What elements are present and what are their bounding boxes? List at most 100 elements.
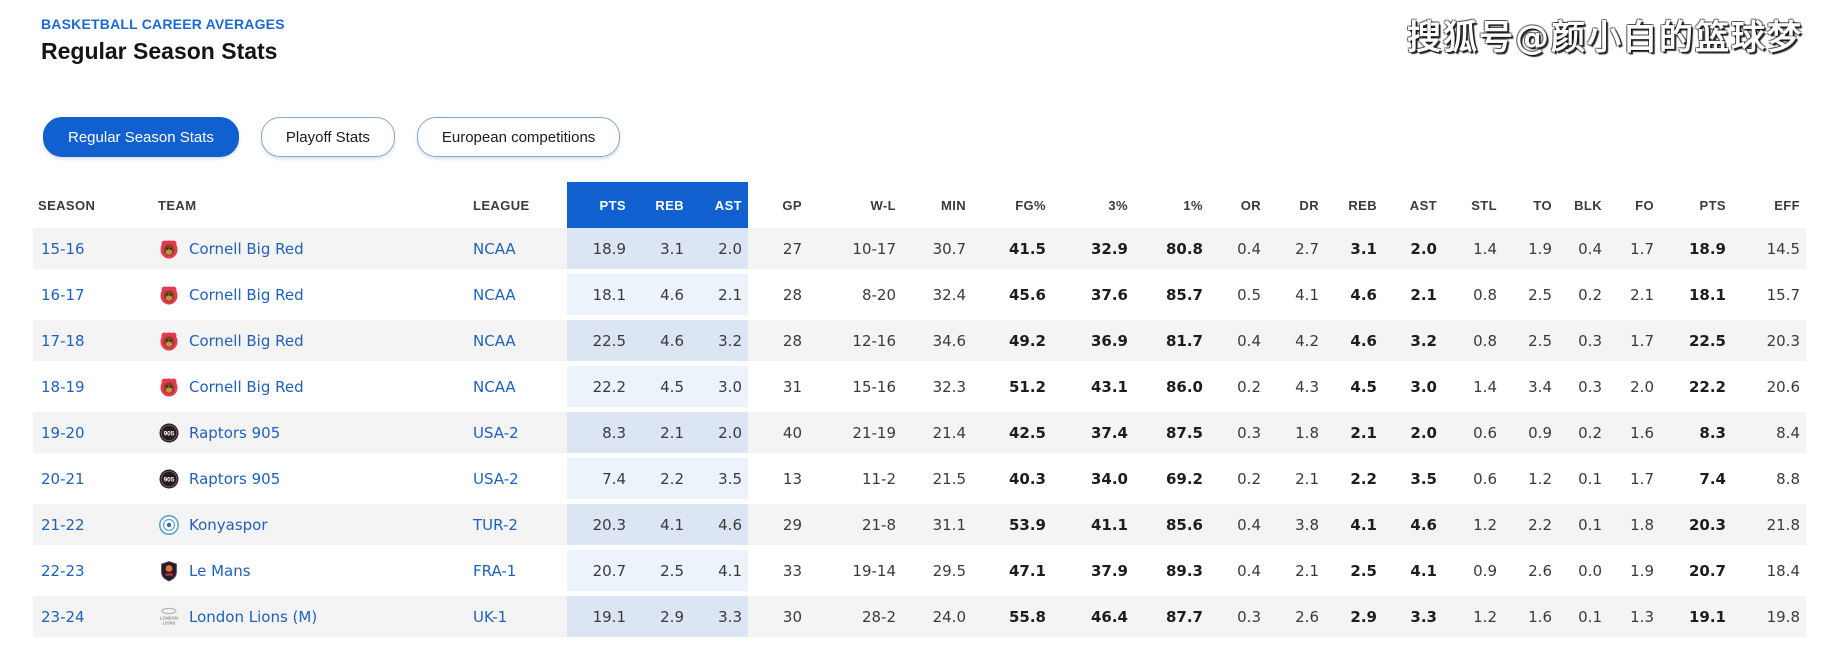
stat-eff: 15.7 [1732,274,1806,320]
stat-fo: 1.9 [1608,550,1660,596]
stat-min: 34.6 [902,320,972,366]
svg-text:905: 905 [164,430,175,437]
stat-reb: 2.5 [632,550,690,596]
league-cell: NCAA [468,366,567,412]
stat-eff: 19.8 [1732,596,1806,642]
stat-pts2: 18.1 [1660,274,1732,320]
stat-min: 32.3 [902,366,972,412]
stat-stl: 1.2 [1443,596,1503,642]
stat-wl: 11-2 [808,458,902,504]
stat-fg: 53.9 [972,504,1052,550]
league-cell: UK-1 [468,596,567,642]
season-link[interactable]: 19-20 [41,423,85,442]
league-cell: TUR-2 [468,504,567,550]
stat-fg: 49.2 [972,320,1052,366]
stat-fo: 1.6 [1608,412,1660,458]
stat-reb2: 2.5 [1325,550,1383,596]
stat-dr: 4.1 [1267,274,1325,320]
league-link[interactable]: NCAA [473,285,516,304]
season-link[interactable]: 20-21 [41,469,85,488]
tab-regular-season-stats[interactable]: Regular Season Stats [43,117,239,157]
column-header-reb[interactable]: REB [632,182,690,228]
column-header-ast[interactable]: AST [690,182,748,228]
stat-pts2: 20.7 [1660,550,1732,596]
stat-ast: 3.5 [690,458,748,504]
league-link[interactable]: USA-2 [473,469,519,488]
stat-blk: 0.4 [1558,228,1608,274]
stat-wl: 15-16 [808,366,902,412]
league-cell: NCAA [468,228,567,274]
stat-ast2: 4.6 [1383,504,1443,550]
team-link[interactable]: Cornell Big Red [189,239,304,258]
stat-pts2: 18.9 [1660,228,1732,274]
stat-ast: 4.1 [690,550,748,596]
stat-ast: 2.1 [690,274,748,320]
season-link[interactable]: 23-24 [41,607,85,626]
stat-reb: 2.9 [632,596,690,642]
stat-or: 0.2 [1209,458,1267,504]
stat-stl: 0.6 [1443,458,1503,504]
team-link[interactable]: Konyaspor [189,515,268,534]
stat-pts2: 19.1 [1660,596,1732,642]
stat-reb: 4.1 [632,504,690,550]
tab-playoff-stats[interactable]: Playoff Stats [260,117,395,157]
league-link[interactable]: TUR-2 [473,515,518,534]
stat-ast2: 2.1 [1383,274,1443,320]
column-header-team: TEAM [153,182,468,228]
season-row: 23-24 LONDON LIONS London Lions (M) UK-1 19.1… [33,596,1806,642]
league-link[interactable]: USA-2 [473,423,519,442]
season-link[interactable]: 18-19 [41,377,85,396]
konyaspor-logo [158,514,180,536]
stat-stl: 1.4 [1443,366,1503,412]
team-cell: LONDON LIONS London Lions (M) [153,596,468,642]
stat-pts: 20.7 [567,550,632,596]
stat-tp: 37.4 [1052,412,1134,458]
stat-min: 31.1 [902,504,972,550]
team-link[interactable]: Raptors 905 [189,469,281,488]
season-link[interactable]: 21-22 [41,515,85,534]
stat-wl: 21-19 [808,412,902,458]
team-cell: Cornell Big Red [153,228,468,274]
stat-reb2: 2.1 [1325,412,1383,458]
team-link[interactable]: London Lions (M) [189,607,318,626]
stat-min: 32.4 [902,274,972,320]
team-link[interactable]: Le Mans [189,561,251,580]
team-link[interactable]: Raptors 905 [189,423,281,442]
column-header-ft: 1% [1134,182,1209,228]
stat-wl: 10-17 [808,228,902,274]
stat-dr: 2.7 [1267,228,1325,274]
column-header-wl: W-L [808,182,902,228]
svg-text:LIONS: LIONS [163,620,176,625]
stat-pts: 22.2 [567,366,632,412]
column-header-to: TO [1503,182,1558,228]
raptors-905-logo: 905 [158,468,180,490]
stat-pts2: 8.3 [1660,412,1732,458]
league-link[interactable]: FRA-1 [473,561,517,580]
season-cell: 21-22 [33,504,153,550]
stat-gp: 33 [748,550,808,596]
league-link[interactable]: NCAA [473,239,516,258]
stat-fo: 1.8 [1608,504,1660,550]
season-link[interactable]: 16-17 [41,285,85,304]
stat-ast2: 3.3 [1383,596,1443,642]
league-link[interactable]: UK-1 [473,607,508,626]
league-link[interactable]: NCAA [473,331,516,350]
stat-eff: 20.3 [1732,320,1806,366]
team-link[interactable]: Cornell Big Red [189,331,304,350]
season-cell: 15-16 [33,228,153,274]
league-link[interactable]: NCAA [473,377,516,396]
season-link[interactable]: 17-18 [41,331,85,350]
season-link[interactable]: 22-23 [41,561,85,580]
stat-dr: 4.3 [1267,366,1325,412]
team-link[interactable]: Cornell Big Red [189,285,304,304]
column-header-pts[interactable]: PTS [567,182,632,228]
league-cell: USA-2 [468,458,567,504]
season-row: 15-16 Cornell Big Red NCAA 18.9 3.1 2.0 27 10-1… [33,228,1806,274]
stat-gp: 27 [748,228,808,274]
stat-stl: 0.9 [1443,550,1503,596]
season-link[interactable]: 15-16 [41,239,85,258]
stat-ast2: 3.0 [1383,366,1443,412]
team-link[interactable]: Cornell Big Red [189,377,304,396]
tab-european-competitions[interactable]: European competitions [416,117,621,157]
stat-stl: 0.8 [1443,274,1503,320]
